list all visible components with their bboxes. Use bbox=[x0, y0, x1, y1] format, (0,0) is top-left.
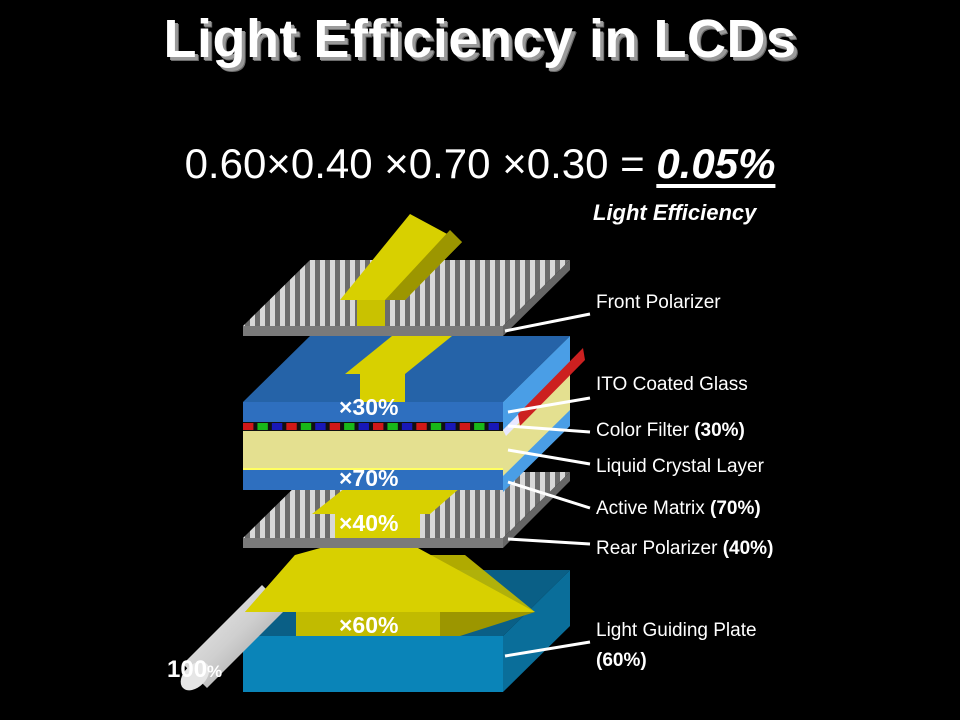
color-filter-strip bbox=[243, 423, 499, 430]
color-filter-cell bbox=[286, 423, 297, 430]
color-filter-factor: ×30% bbox=[339, 394, 399, 420]
color-filter-cell bbox=[401, 423, 413, 430]
formula-result: 0.05% bbox=[656, 140, 776, 187]
result-caption: Light Efficiency bbox=[593, 200, 757, 225]
input-light-percentage: 100% bbox=[167, 656, 223, 683]
color-filter-cell bbox=[488, 423, 499, 430]
color-filter-cell bbox=[300, 423, 312, 430]
page-title: Light Efficiency in LCDs bbox=[163, 9, 797, 69]
color-filter-cell bbox=[445, 423, 456, 430]
active-matrix-factor: ×70% bbox=[339, 465, 399, 491]
formula-expression: 0.60×0.40 ×0.70 ×0.30 = bbox=[184, 140, 657, 187]
rear-polarizer-factor: ×40% bbox=[339, 510, 399, 536]
color-filter-cell bbox=[416, 423, 427, 430]
color-filter-cell bbox=[459, 423, 471, 430]
light-arrow-bottom bbox=[245, 530, 535, 636]
label-leader-lines bbox=[504, 312, 591, 658]
light-guide-factor: ×60% bbox=[339, 612, 399, 638]
light-arrow-upper bbox=[345, 336, 452, 402]
color-filter-cell bbox=[315, 423, 326, 430]
label-front-polarizer: Front Polarizer bbox=[596, 292, 721, 313]
color-filter-cell bbox=[474, 423, 485, 430]
label-active-matrix: Active Matrix (70%) bbox=[596, 498, 761, 519]
color-filter-cell bbox=[358, 423, 369, 430]
label-color-filter: Color Filter (30%) bbox=[596, 420, 745, 441]
label-ito-coated-glass: ITO Coated Glass bbox=[596, 374, 748, 395]
label-liquid-crystal-layer: Liquid Crystal Layer bbox=[596, 456, 764, 477]
color-filter-cell bbox=[430, 423, 442, 430]
color-filter-cell bbox=[271, 423, 283, 430]
color-filter-cell bbox=[257, 423, 268, 430]
color-filter-cell bbox=[373, 423, 384, 430]
color-filter-cell bbox=[344, 423, 355, 430]
efficiency-formula: 0.60×0.40 ×0.70 ×0.30 = 0.05% bbox=[0, 140, 960, 188]
color-filter-cell bbox=[329, 423, 341, 430]
color-filter-cell bbox=[387, 423, 398, 430]
color-filter-cell bbox=[243, 423, 254, 430]
label-light-guiding-plate: Light Guiding Plate (60%) bbox=[596, 620, 757, 671]
light-arrow-output bbox=[340, 214, 462, 326]
label-rear-polarizer: Rear Polarizer (40%) bbox=[596, 538, 774, 559]
light-arrow-middle bbox=[312, 488, 460, 538]
